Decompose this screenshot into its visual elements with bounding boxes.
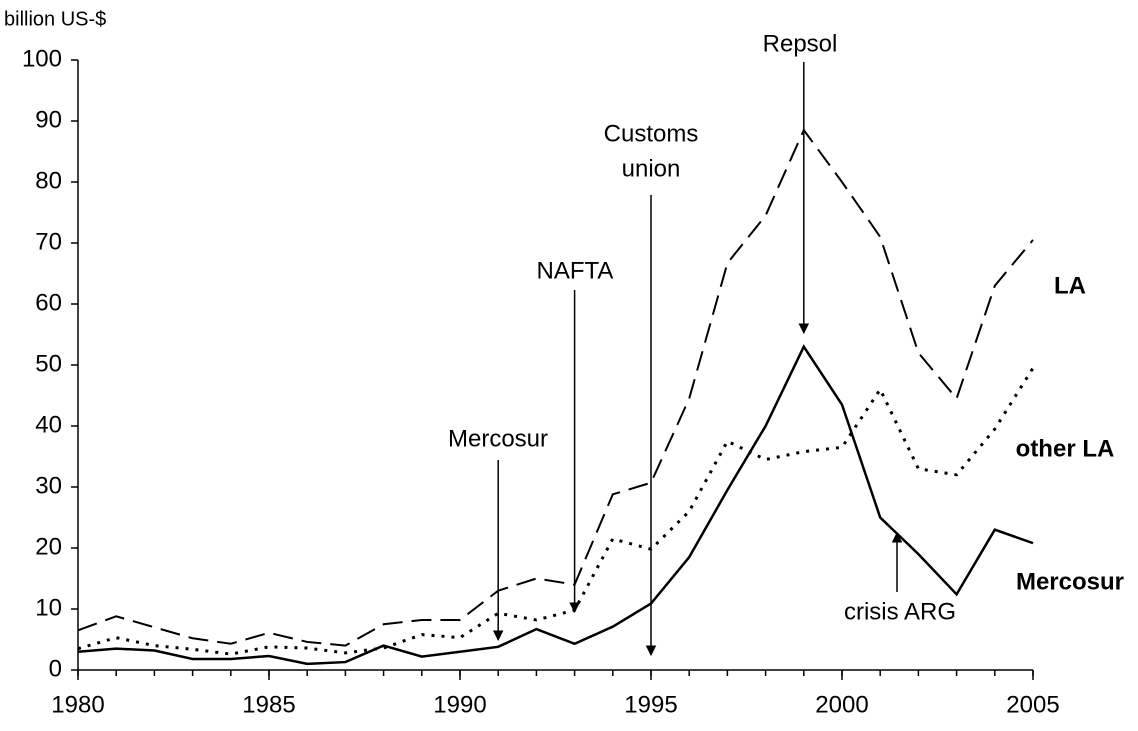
x-tick-label: 1980	[51, 691, 104, 718]
y-tick-label: 100	[22, 45, 62, 72]
y-tick-label: 0	[49, 655, 62, 682]
annotation-text: crisis ARG	[844, 598, 956, 625]
y-tick-label: 60	[35, 289, 62, 316]
annotation-text: union	[622, 155, 681, 182]
annotation-text: Repsol	[763, 30, 838, 57]
x-tick-label: 1990	[433, 691, 486, 718]
series-label: Mercosur	[1016, 568, 1124, 595]
annotation-text: NAFTA	[537, 257, 614, 284]
x-tick-label: 2005	[1006, 691, 1059, 718]
x-tick-label: 1995	[624, 691, 677, 718]
series-line	[77, 128, 1034, 647]
x-tick-label: 1985	[242, 691, 295, 718]
y-axis-label: billion US-$	[4, 8, 106, 30]
series-line	[77, 367, 1035, 656]
series-label: LA	[1054, 272, 1086, 299]
series-label: other LA	[1016, 435, 1115, 462]
y-tick-label: 80	[35, 167, 62, 194]
annotation-text: Mercosur	[448, 425, 548, 452]
y-tick-label: 10	[35, 594, 62, 621]
y-tick-label: 30	[35, 472, 62, 499]
y-tick-label: 70	[35, 228, 62, 255]
y-tick-label: 90	[35, 106, 62, 133]
series-line	[77, 344, 1034, 666]
annotation-text: Customs	[604, 120, 699, 147]
y-tick-label: 20	[35, 533, 62, 560]
x-tick-label: 2000	[815, 691, 868, 718]
y-tick-label: 40	[35, 411, 62, 438]
y-tick-label: 50	[35, 350, 62, 377]
